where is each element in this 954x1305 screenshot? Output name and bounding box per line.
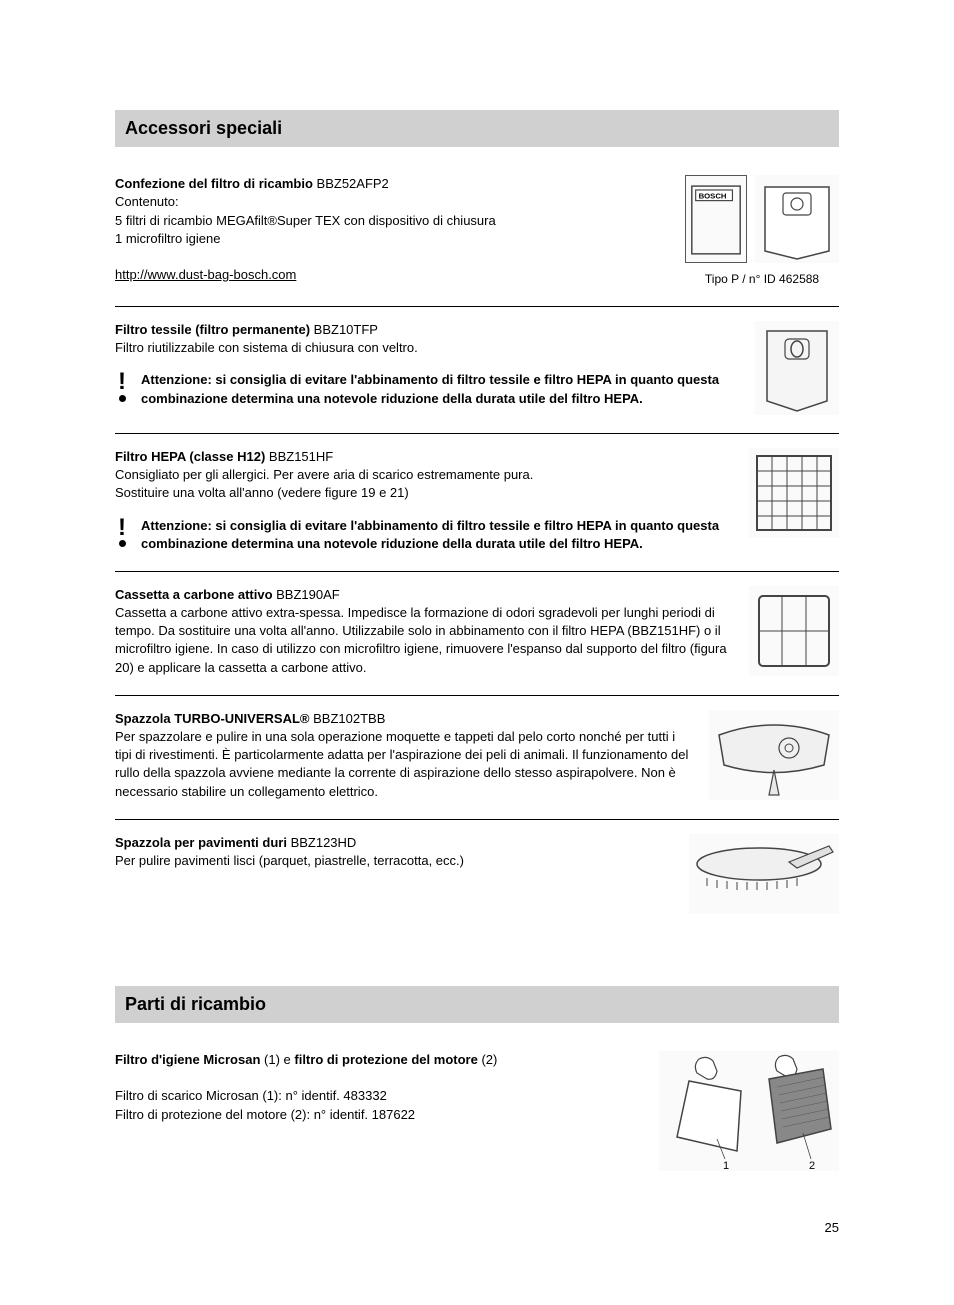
item-title: Confezione del filtro di ricambio xyxy=(115,176,313,191)
spare-title-2: filtro di protezione del motore xyxy=(294,1052,477,1067)
warning-icon: ! xyxy=(115,517,129,553)
accessory-item: Filtro tessile (filtro permanente) BBZ10… xyxy=(115,321,839,434)
diagram-label-2: 2 xyxy=(809,1160,815,1171)
hard-floor-brush-icon xyxy=(689,834,839,914)
hepa-filter-icon xyxy=(749,448,839,538)
spare-desc: Filtro di protezione del motore (2): n° … xyxy=(115,1106,639,1124)
item-text: Filtro HEPA (classe H12) BBZ151HF Consig… xyxy=(115,448,729,553)
item-illustration xyxy=(709,710,839,801)
item-illustration xyxy=(689,834,839,914)
warning-text: Attenzione: si consiglia di evitare l'ab… xyxy=(141,371,735,407)
dust-bag-icon xyxy=(755,175,839,263)
accessory-item: Filtro HEPA (classe H12) BBZ151HF Consig… xyxy=(115,448,839,572)
item-code: BBZ52AFP2 xyxy=(317,176,389,191)
item-code: BBZ10TFP xyxy=(314,322,378,337)
spare-num-1: (1) e xyxy=(264,1052,291,1067)
item-desc: Cassetta a carbone attivo extra-spessa. … xyxy=(115,604,729,677)
item-title: Filtro tessile (filtro permanente) xyxy=(115,322,310,337)
accessory-item: Cassetta a carbone attivo BBZ190AF Casse… xyxy=(115,586,839,696)
item-caption: Tipo P / n° ID 462588 xyxy=(705,271,819,288)
item-text: Cassetta a carbone attivo BBZ190AF Casse… xyxy=(115,586,729,677)
spare-filters-icon: 1 2 xyxy=(659,1051,839,1171)
spare-desc: Filtro di scarico Microsan (1): n° ident… xyxy=(115,1087,639,1105)
accessory-item: Confezione del filtro di ricambio BBZ52A… xyxy=(115,175,839,307)
item-illustration xyxy=(749,586,839,677)
item-desc: Sostituire una volta all'anno (vedere fi… xyxy=(115,484,729,502)
item-desc: Filtro riutilizzabile con sistema di chi… xyxy=(115,339,735,357)
filter-box-icon: BOSCH xyxy=(685,175,747,263)
carbon-filter-icon xyxy=(749,586,839,676)
item-illustration: 1 2 xyxy=(659,1051,839,1171)
item-desc: 1 microfiltro igiene xyxy=(115,230,665,248)
warning-icon: ! xyxy=(115,371,129,407)
spare-num-2: (2) xyxy=(481,1052,497,1067)
warning-text: Attenzione: si consiglia di evitare l'ab… xyxy=(141,517,729,553)
item-title: Spazzola TURBO-UNIVERSAL® xyxy=(115,711,309,726)
item-code: BBZ123HD xyxy=(291,835,357,850)
item-desc: Consigliato per gli allergici. Per avere… xyxy=(115,466,729,484)
item-desc: 5 filtri di ricambio MEGAfilt®Super TEX … xyxy=(115,212,665,230)
item-text: Confezione del filtro di ricambio BBZ52A… xyxy=(115,175,665,288)
item-code: BBZ190AF xyxy=(276,587,340,602)
warning-block: ! Attenzione: si consiglia di evitare l'… xyxy=(115,371,735,407)
item-illustration xyxy=(755,321,839,415)
warning-block: ! Attenzione: si consiglia di evitare l'… xyxy=(115,517,729,553)
item-desc: Per pulire pavimenti lisci (parquet, pia… xyxy=(115,852,669,870)
item-code: BBZ102TBB xyxy=(313,711,385,726)
spare-title-1: Filtro d'igiene Microsan xyxy=(115,1052,260,1067)
item-code: BBZ151HF xyxy=(269,449,333,464)
accessory-item: Spazzola TURBO-UNIVERSAL® BBZ102TBB Per … xyxy=(115,710,839,820)
item-text: Filtro tessile (filtro permanente) BBZ10… xyxy=(115,321,735,415)
textile-filter-icon xyxy=(755,321,839,415)
hand-2-icon xyxy=(769,1055,831,1143)
spare-part-item: Filtro d'igiene Microsan (1) e filtro di… xyxy=(115,1051,839,1189)
item-title: Filtro HEPA (classe H12) xyxy=(115,449,265,464)
item-illustration xyxy=(749,448,839,553)
item-text: Filtro d'igiene Microsan (1) e filtro di… xyxy=(115,1051,639,1171)
accessory-item: Spazzola per pavimenti duri BBZ123HD Per… xyxy=(115,834,839,932)
item-title: Cassetta a carbone attivo xyxy=(115,587,273,602)
diagram-label-1: 1 xyxy=(723,1160,729,1171)
item-title: Spazzola per pavimenti duri xyxy=(115,835,287,850)
brand-label: BOSCH xyxy=(699,192,727,201)
item-text: Spazzola per pavimenti duri BBZ123HD Per… xyxy=(115,834,669,914)
item-desc: Per spazzolare e pulire in una sola oper… xyxy=(115,728,689,801)
section-header-spare-parts: Parti di ricambio xyxy=(115,986,839,1023)
item-text: Spazzola TURBO-UNIVERSAL® BBZ102TBB Per … xyxy=(115,710,689,801)
hand-1-icon xyxy=(677,1057,741,1151)
page-number: 25 xyxy=(115,1219,839,1237)
section-header-accessories: Accessori speciali xyxy=(115,110,839,147)
item-desc: Contenuto: xyxy=(115,193,665,211)
turbo-brush-icon xyxy=(709,710,839,800)
item-illustration: BOSCH Tipo P / n° ID 462588 xyxy=(685,175,839,288)
dust-bag-link[interactable]: http://www.dust-bag-bosch.com xyxy=(115,267,296,282)
